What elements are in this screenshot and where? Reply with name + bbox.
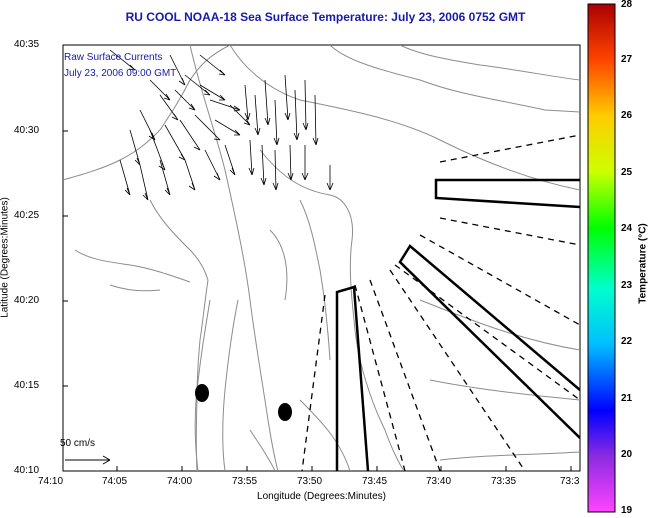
current-vector-arrow [312, 94, 319, 146]
current-vector-arrow [179, 119, 201, 151]
track-box-south [335, 285, 370, 471]
colorbar [587, 3, 616, 513]
current-vector-arrow [260, 144, 267, 186]
current-vector-arrow [194, 114, 221, 141]
current-vector-arrow [119, 159, 131, 196]
current-vector-arrow [159, 159, 171, 196]
current-vector-arrow [159, 94, 179, 121]
x-tick-label: 74:00 [167, 476, 193, 487]
current-vector-arrow [272, 149, 279, 191]
colorbar-tick: 20 [621, 449, 633, 460]
axis-tick-marks [62, 44, 572, 472]
x-tick-label: 73:3 [560, 476, 580, 487]
current-vector-arrow [149, 79, 171, 101]
y-tick-label: 40:35 [14, 39, 40, 50]
current-vector-arrow [214, 119, 241, 136]
current-vector-arrow [184, 74, 211, 96]
map-title: RU COOL NOAA-18 Sea Surface Temperature:… [125, 10, 526, 24]
colorbar-tick: 26 [621, 110, 633, 121]
y-tick-label: 40:10 [14, 465, 40, 476]
colorbar-tick: 28 [621, 0, 633, 10]
current-vector-arrow [199, 54, 226, 76]
x-axis-title: Longitude (Degrees:Minutes) [257, 491, 386, 502]
scale-arrow-label: 50 cm/s [60, 438, 96, 449]
y-tick-label: 40:25 [14, 210, 40, 221]
current-vector-arrow [326, 165, 334, 191]
current-vector-arrow [301, 145, 309, 181]
current-vector-arrow [129, 129, 141, 166]
current-vector-arrow [139, 164, 149, 201]
colorbar-tick: 25 [621, 167, 633, 178]
current-vector-arrow [302, 79, 309, 131]
current-vector-arrow [184, 159, 196, 191]
current-vector-arrow [244, 84, 251, 121]
colorbar-tick: 22 [621, 336, 633, 347]
current-vector-arrow [224, 144, 236, 176]
x-tick-label: 73:40 [426, 476, 452, 487]
current-vector-arrow [209, 99, 241, 112]
current-vector-arrow [139, 109, 156, 141]
current-vector-arrow [199, 84, 226, 101]
y-tick-label: 40:30 [14, 125, 40, 136]
overlay-line-2: July 23, 2006 09:00 GMT [64, 68, 177, 79]
scale-arrow-icon [65, 455, 111, 465]
track-box-diagonal [398, 244, 580, 439]
current-vector-arrow [273, 99, 280, 146]
y-axis-title: Latitude (Degrees:Minutes) [0, 197, 11, 318]
current-vector-arrow [284, 74, 291, 121]
survey-tracks [335, 178, 580, 471]
current-vector-arrow [229, 104, 251, 126]
current-vector-arrow [287, 144, 294, 181]
current-vector-arrow [169, 54, 186, 86]
current-vector-arrow [174, 89, 196, 111]
x-tick-label: 73:55 [232, 476, 258, 487]
current-vector-arrow [164, 124, 186, 161]
colorbar-title: Temperature (°C) [637, 223, 649, 304]
current-vector-field [109, 49, 334, 201]
x-tick-label: 74:05 [102, 476, 128, 487]
mooring-marker [278, 403, 292, 421]
colorbar-tick: 23 [621, 280, 633, 291]
colorbar-tick: 24 [621, 223, 633, 234]
current-vector-arrow [204, 149, 221, 181]
x-tick-label: 73:50 [297, 476, 323, 487]
coastline [63, 45, 231, 471]
mooring-marker [195, 384, 209, 402]
current-vector-arrow [254, 94, 261, 136]
colorbar-tick: 19 [621, 505, 633, 516]
current-vector-arrow [248, 139, 255, 176]
track-box-north [434, 178, 580, 209]
colorbar-tick: 27 [621, 54, 633, 65]
y-tick-label: 40:15 [14, 380, 40, 391]
current-vector-arrow [264, 79, 271, 126]
overlay-line-1: Raw Surface Currents [64, 52, 163, 63]
current-vector-arrow [109, 49, 136, 71]
x-tick-label: 73:45 [362, 476, 388, 487]
current-vector-arrow [293, 89, 300, 141]
y-tick-label: 40:20 [14, 295, 40, 306]
x-tick-label: 74:10 [38, 476, 64, 487]
colorbar-tick: 21 [621, 393, 633, 404]
x-tick-label: 73:35 [491, 476, 517, 487]
plot-frame [62, 44, 581, 472]
